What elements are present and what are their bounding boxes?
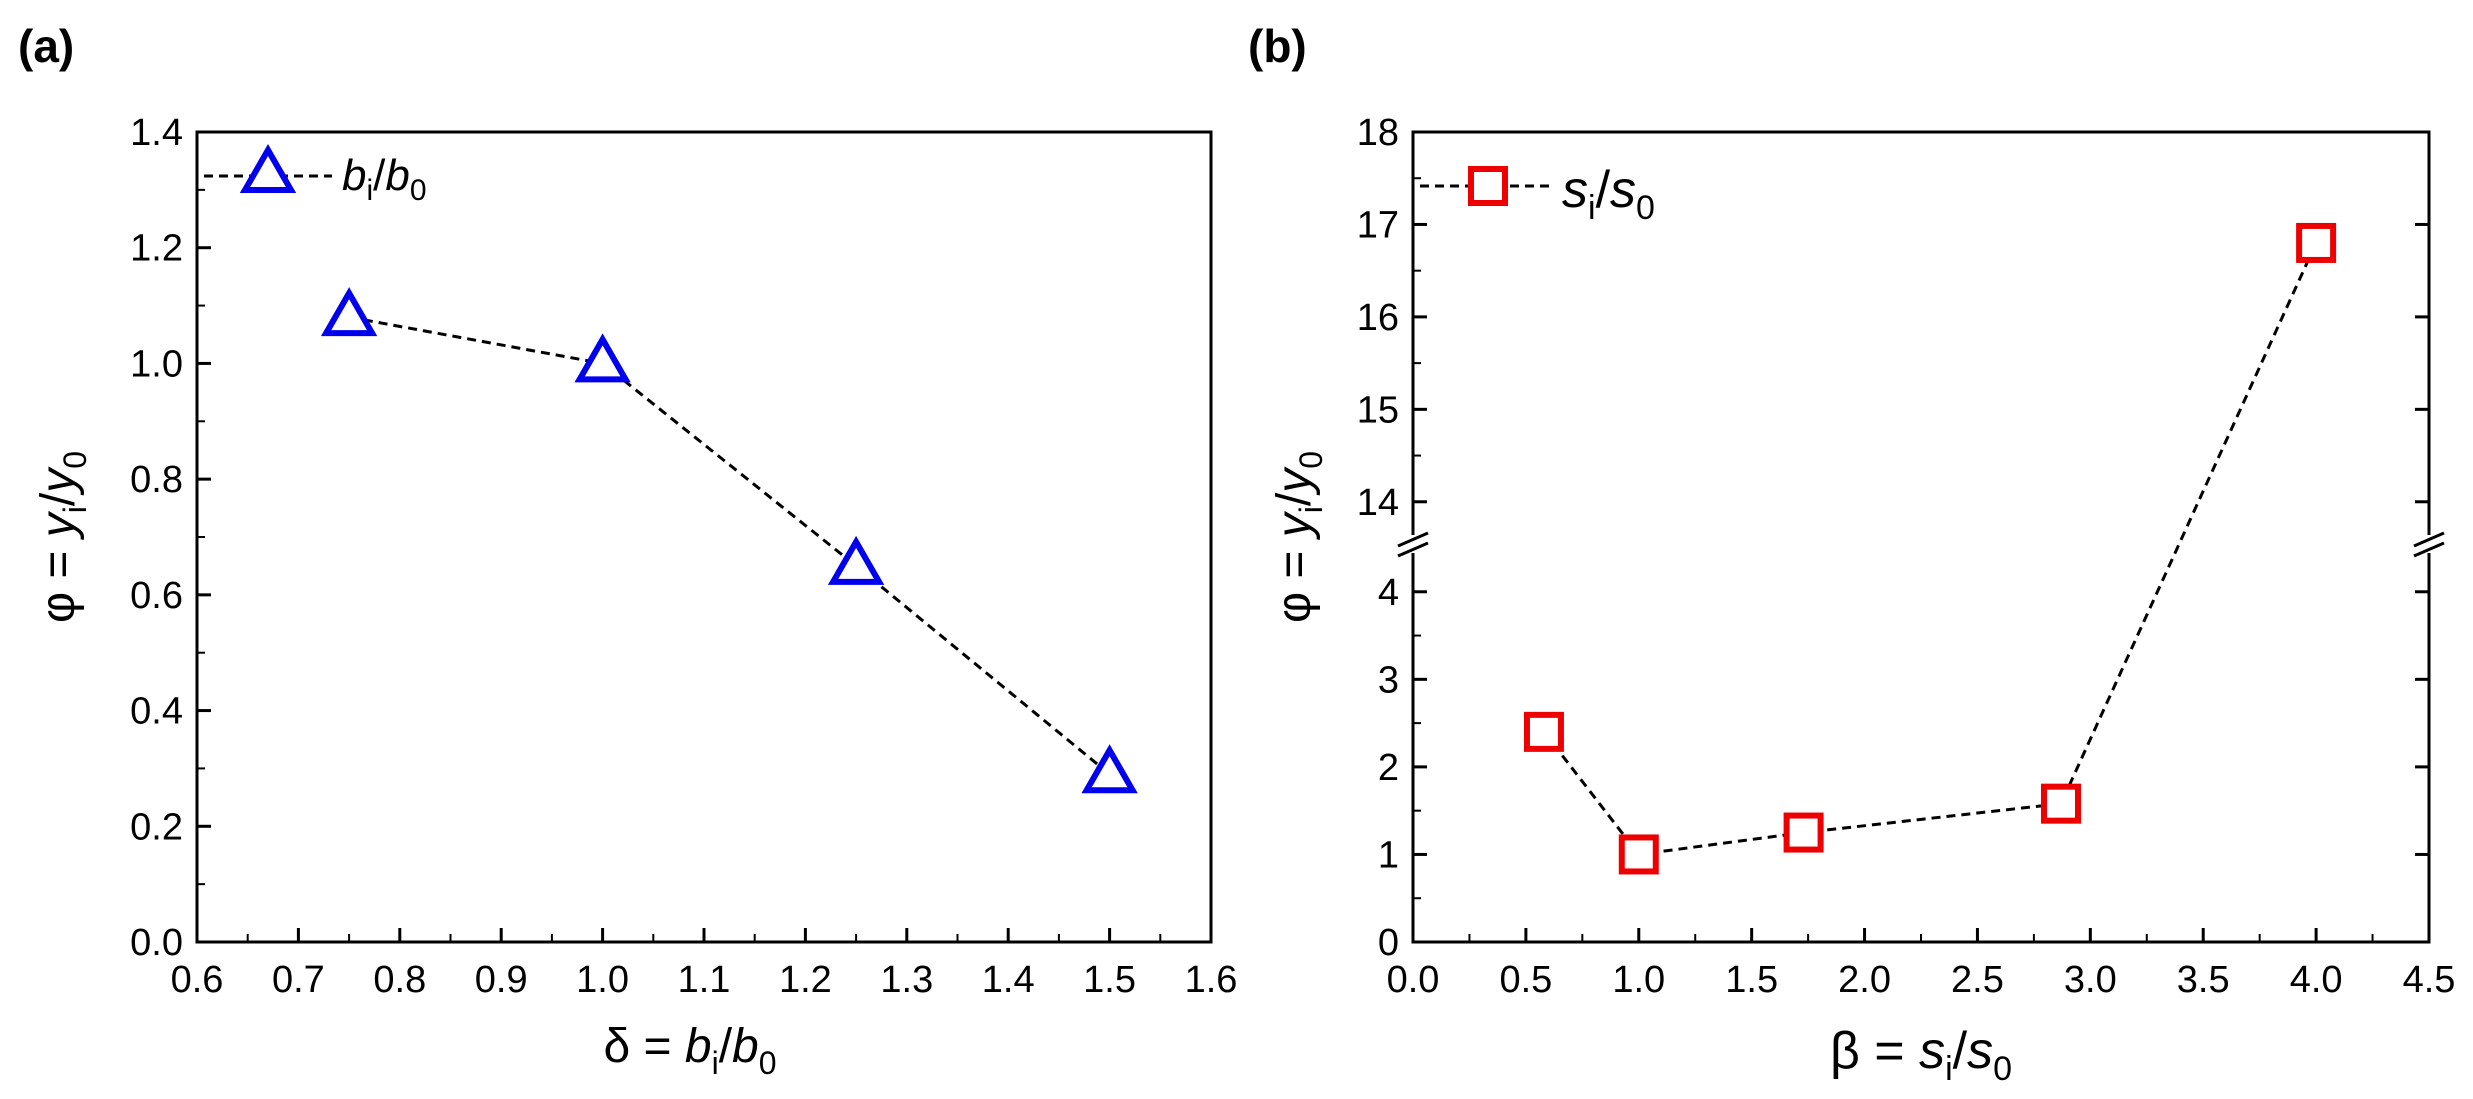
panel-b-x-tick-label: 3.5 (2177, 959, 2230, 1001)
panel-a-x-tick-label: 1.0 (576, 959, 629, 1001)
panel-b-legend-text: si/s0 (1562, 161, 1655, 227)
panel-a-x-tick-label: 0.8 (373, 959, 426, 1001)
panel-b-y-tick-label: 0 (1378, 922, 1399, 964)
panel-a-x-tick-label: 1.1 (678, 959, 731, 1001)
panel-a-legend: bi/b0 (204, 143, 427, 207)
panel-b-data-point (1523, 711, 1564, 752)
panel-b-y-tick-label: 3 (1378, 659, 1399, 701)
panel-a-y-tick-label: 0.0 (130, 922, 183, 964)
panel-b-x-tick-label: 3.0 (2064, 959, 2117, 1001)
panel-a-y-tick-label: 1.2 (130, 228, 183, 270)
panel-b-x-tick-label: 0.0 (1387, 959, 1440, 1001)
panel-b-axis-break-icon (1397, 531, 2445, 558)
panel-a-plot-frame (195, 130, 1213, 944)
panel-a-x-tick-label: 1.5 (1083, 959, 1136, 1001)
panel-a-x-tick-label: 1.2 (779, 959, 832, 1001)
panel-a-y-tick-label: 1.0 (130, 343, 183, 385)
panel-b-data-point (1783, 812, 1824, 853)
panel-b-y-tick-label: 4 (1378, 572, 1399, 614)
panel-b-data-point (2040, 783, 2081, 824)
panel-a-data-point (1081, 744, 1138, 794)
panel-b-x-tick-label: 2.0 (1838, 959, 1891, 1001)
panel-b: (b) 0.0 0.5 1.0 1.5 2.0 2.5 3.0 3.5 4.0 4.5 0 1 2 3 4… (1248, 20, 2455, 1088)
panel-a-data-point (574, 333, 631, 383)
panel-a-y-tick-label: 0.2 (130, 806, 183, 848)
panel-b-y-tick-label: 14 (1357, 482, 1399, 524)
panel-a-x-axis: 0.6 0.7 0.8 0.9 1.0 1.1 1.2 1.3 1.4 1.5 1.6 (171, 928, 1238, 1001)
panel-b-data-point (1618, 834, 1659, 875)
panel-a-markers (320, 287, 1138, 794)
panel-a-label: (a) (18, 20, 74, 72)
panel-a-series-line (348, 315, 1111, 776)
panel-b-y-label: φ = yi/y0 (1268, 451, 1329, 623)
panel-b-label: (b) (1248, 20, 1307, 72)
panel-b-y-tick-label: 1 (1378, 834, 1399, 876)
panel-b-legend-square-icon (1468, 166, 1508, 206)
panel-a-x-tick-label: 1.3 (880, 959, 933, 1001)
panel-b-y-tick-label: 15 (1357, 389, 1399, 431)
panel-a-data-point (827, 535, 885, 585)
panel-a: (a) 0.6 0.7 0.8 0.9 1.0 1.1 1.2 1.3 1.4 1.5 1.6 0.… (18, 20, 1237, 1081)
panel-b-x-tick-label: 4.5 (2403, 959, 2456, 1001)
panel-b-y-axis: 0 1 2 3 4 14 15 16 17 18 (1357, 112, 2429, 964)
panel-b-markers (1523, 222, 2337, 875)
panel-b-x-tick-label: 0.5 (1499, 959, 1552, 1001)
panel-b-y-tick-label: 17 (1357, 204, 1399, 246)
panel-b-legend: si/s0 (1420, 161, 1655, 227)
panel-a-y-axis: 0.0 0.2 0.4 0.6 0.8 1.0 1.2 1.4 (130, 112, 211, 964)
panel-b-x-tick-label: 1.5 (1725, 959, 1778, 1001)
panel-a-x-tick-label: 1.6 (1185, 959, 1238, 1001)
panel-b-x-axis: 0.0 0.5 1.0 1.5 2.0 2.5 3.0 3.5 4.0 4.5 (1387, 928, 2456, 1001)
panel-a-y-tick-label: 0.6 (130, 575, 183, 617)
panel-a-x-tick-label: 0.7 (272, 959, 325, 1001)
panel-a-data-point (320, 287, 378, 337)
panel-a-y-tick-label: 0.4 (130, 691, 183, 733)
panel-a-x-tick-label: 0.9 (475, 959, 528, 1001)
panel-a-y-tick-label: 1.4 (130, 112, 183, 154)
panel-a-legend-text: bi/b0 (342, 151, 427, 207)
panel-b-x-tick-label: 4.0 (2290, 959, 2343, 1001)
panel-a-y-label: φ = yi/y0 (32, 451, 93, 623)
panel-a-y-tick-label: 0.8 (130, 459, 183, 501)
panel-a-x-label: δ = bi/b0 (603, 1020, 776, 1081)
panel-a-legend-triangle-icon (239, 143, 297, 193)
panel-a-x-tick-label: 0.6 (171, 959, 224, 1001)
panel-b-x-tick-label: 2.5 (1951, 959, 2004, 1001)
panel-b-x-tick-label: 1.0 (1612, 959, 1665, 1001)
panel-b-data-point (2296, 222, 2337, 263)
panel-b-series-line (1542, 242, 2318, 857)
panel-b-x-label: β = si/s0 (1830, 1022, 2012, 1088)
panel-b-y-tick-label: 16 (1357, 297, 1399, 339)
panel-b-y-tick-label: 18 (1357, 112, 1399, 154)
panel-a-x-tick-label: 1.4 (982, 959, 1035, 1001)
panel-b-y-tick-label: 2 (1378, 747, 1399, 789)
